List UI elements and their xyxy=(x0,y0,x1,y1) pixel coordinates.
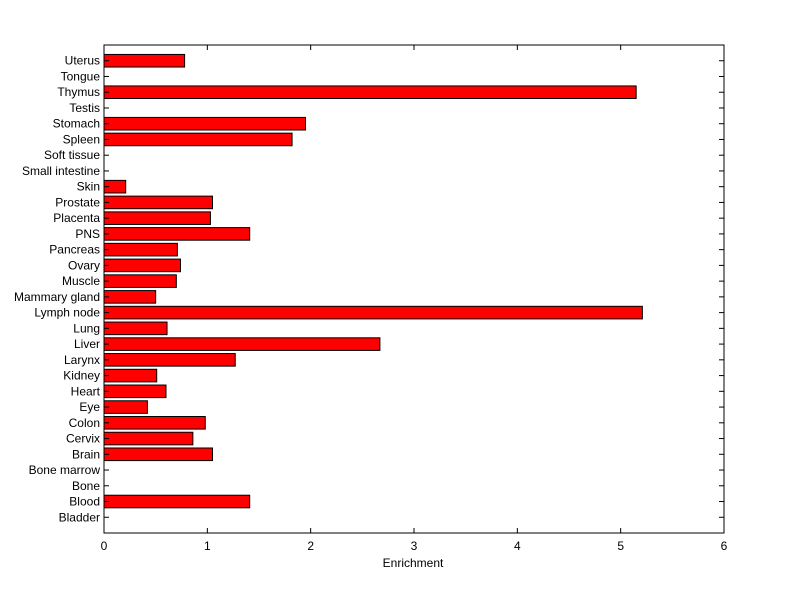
y-tick-label: Skin xyxy=(77,180,100,194)
bar-kidney xyxy=(103,368,158,383)
bar-pns xyxy=(103,227,251,241)
y-tick-label: Liver xyxy=(74,337,100,351)
bar-thymus xyxy=(103,85,637,100)
axes-frame xyxy=(103,44,725,534)
bar-spleen xyxy=(103,132,293,147)
y-tick-label: Colon xyxy=(69,416,100,430)
y-tick-label: Larynx xyxy=(64,353,100,367)
y-tick-label: Uterus xyxy=(65,54,100,68)
y-tick-label: Pancreas xyxy=(49,243,100,257)
y-tick-label: Prostate xyxy=(55,195,100,209)
bar-stomach xyxy=(103,116,306,131)
x-axis-ticks: 0 1 2 3 4 5 6 xyxy=(101,45,728,553)
y-tick-label: Bone xyxy=(72,479,100,493)
bar-blood xyxy=(103,494,251,509)
y-tick-label: Eye xyxy=(79,400,100,414)
y-tick-label: Placenta xyxy=(53,211,100,225)
y-tick-label: Muscle xyxy=(62,274,100,288)
bar-eye xyxy=(103,400,148,414)
x-tick-label: 1 xyxy=(204,539,211,553)
y-tick-label: Spleen xyxy=(63,132,100,146)
y-tick-label: Bladder xyxy=(59,510,100,524)
bar-mammary-gland xyxy=(103,290,157,304)
x-tick-label: 6 xyxy=(721,539,728,553)
bar-pancreas xyxy=(103,242,178,257)
x-tick-label: 0 xyxy=(101,539,108,553)
y-tick-label: Testis xyxy=(69,101,100,115)
y-tick-label: Stomach xyxy=(53,117,100,131)
bar-prostate xyxy=(103,195,213,210)
bar-cervix xyxy=(103,431,194,446)
y-tick-label: Tongue xyxy=(61,69,101,83)
y-tick-label: Mammary gland xyxy=(14,290,100,304)
bar-larynx xyxy=(103,353,236,367)
y-tick-label: Thymus xyxy=(57,85,100,99)
bar-placenta xyxy=(103,211,211,225)
bar-liver xyxy=(103,337,381,351)
y-tick-label: Cervix xyxy=(66,432,100,446)
y-tick-label: Brain xyxy=(72,447,100,461)
x-tick-label: 4 xyxy=(514,539,521,553)
bar-brain xyxy=(103,447,213,462)
y-tick-label: Soft tissue xyxy=(44,148,100,162)
bar-lymph-node xyxy=(103,305,643,320)
bars-group xyxy=(103,53,643,509)
bar-colon xyxy=(103,416,206,430)
bar-lung xyxy=(103,321,168,336)
x-tick-label: 5 xyxy=(617,539,624,553)
y-tick-label: Kidney xyxy=(63,369,100,383)
y-tick-label: Bone marrow xyxy=(29,463,101,477)
y-tick-label: PNS xyxy=(75,227,100,241)
x-tick-label: 3 xyxy=(411,539,418,553)
bar-muscle xyxy=(103,274,177,288)
y-tick-label: Heart xyxy=(71,384,101,398)
x-axis-title: Enrichment xyxy=(383,556,444,570)
y-tick-label: Lung xyxy=(73,321,100,335)
y-tick-label: Ovary xyxy=(68,258,100,272)
y-tick-label: Small intestine xyxy=(22,164,100,178)
y-tick-label: Blood xyxy=(69,495,100,509)
bar-uterus xyxy=(103,53,186,68)
bar-heart xyxy=(103,384,167,399)
bar-ovary xyxy=(103,258,181,273)
y-tick-label: Lymph node xyxy=(34,306,100,320)
x-tick-label: 2 xyxy=(307,539,314,553)
